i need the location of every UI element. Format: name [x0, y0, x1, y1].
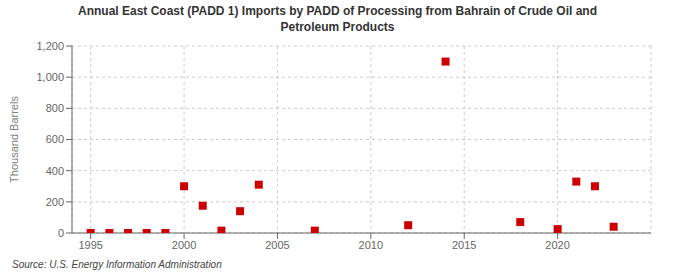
svg-text:2015: 2015 [452, 239, 476, 251]
svg-text:Thousand Barrels: Thousand Barrels [8, 96, 20, 183]
svg-text:800: 800 [46, 102, 64, 114]
svg-text:1,200: 1,200 [36, 40, 64, 52]
svg-text:2020: 2020 [545, 239, 569, 251]
svg-text:2000: 2000 [172, 239, 196, 251]
html-text:Petroleum Products: Petroleum Products [280, 20, 395, 34]
svg-text:2005: 2005 [265, 239, 289, 251]
html-text:Source: U.S. Energy Informatio: Source: U.S. Energy Information Administ… [12, 259, 222, 270]
svg-text:0: 0 [58, 227, 64, 239]
svg-text:1,000: 1,000 [36, 71, 64, 83]
svg-text:600: 600 [46, 133, 64, 145]
svg-text:400: 400 [46, 165, 64, 177]
html-text:Annual East Coast (PADD 1) Imp: Annual East Coast (PADD 1) Imports by PA… [78, 4, 597, 18]
svg-text:1995: 1995 [78, 239, 102, 251]
svg-text:200: 200 [46, 196, 64, 208]
svg-text:2010: 2010 [359, 239, 383, 251]
